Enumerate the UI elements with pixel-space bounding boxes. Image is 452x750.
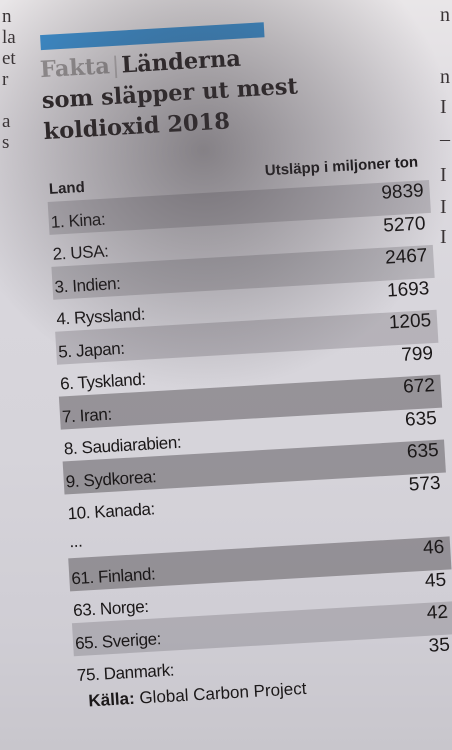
emissions-table: 1. Kina: 9839 2. USA: 5270 3. Indien: 24… — [47, 179, 452, 718]
country-label: 9. Sydkorea: — [65, 466, 157, 491]
emission-value: 46 — [422, 536, 445, 559]
gutter-text: la — [2, 27, 16, 48]
emission-value: 35 — [428, 634, 451, 657]
emission-value: 9839 — [380, 180, 425, 204]
source-text: Global Carbon Project — [138, 678, 307, 708]
country-label: 75. Danmark: — [76, 660, 175, 686]
emission-value: 635 — [404, 407, 438, 431]
country-label: 4. Ryssland: — [55, 304, 146, 329]
gutter-text: s — [2, 132, 10, 153]
gutter-text: n — [440, 66, 450, 88]
ellipsis-label: ... — [68, 531, 83, 552]
country-label: 65. Sverige: — [74, 628, 162, 653]
emission-value: 45 — [424, 569, 447, 592]
country-label: 2. USA: — [52, 241, 109, 264]
emission-value: 672 — [402, 375, 436, 398]
gutter-text: n — [440, 4, 450, 26]
emission-value: 573 — [408, 472, 442, 496]
country-label: 7. Iran: — [61, 404, 113, 426]
headline-line-1: Länderna — [120, 45, 242, 79]
column-header-land: Land — [48, 178, 86, 198]
emission-value: 1693 — [386, 277, 430, 302]
gutter-text: r — [2, 69, 9, 90]
emission-value: 42 — [426, 601, 449, 624]
gutter-text: a — [2, 111, 11, 132]
emission-value: 635 — [406, 439, 440, 463]
emission-value: 799 — [400, 342, 434, 366]
emission-value: 1205 — [388, 310, 432, 334]
emission-value: 5270 — [382, 212, 427, 237]
emission-value: 2467 — [384, 245, 428, 269]
country-label: 10. Kanada: — [67, 499, 156, 524]
left-column-fragment: n la et r a s — [0, 0, 28, 206]
fact-kicker: Fakta — [39, 53, 111, 84]
country-label: 3. Indien: — [54, 273, 121, 297]
fact-box-headline: Fakta|Länderna som släpper ut mest koldi… — [39, 34, 414, 148]
country-label: 1. Kina: — [50, 209, 106, 232]
fact-box: Fakta|Länderna som släpper ut mest koldi… — [24, 0, 452, 749]
country-label: 6. Tyskland: — [59, 369, 147, 394]
gutter-text: et — [2, 48, 16, 69]
country-label: 63. Norge: — [72, 596, 150, 621]
gutter-text — [0, 90, 28, 111]
country-label: 5. Japan: — [57, 338, 126, 362]
source-label: Källa: — [87, 688, 136, 711]
column-header-emissions: Utsläpp i miljoner ton — [264, 153, 419, 180]
country-label: 61. Finland: — [70, 563, 156, 588]
